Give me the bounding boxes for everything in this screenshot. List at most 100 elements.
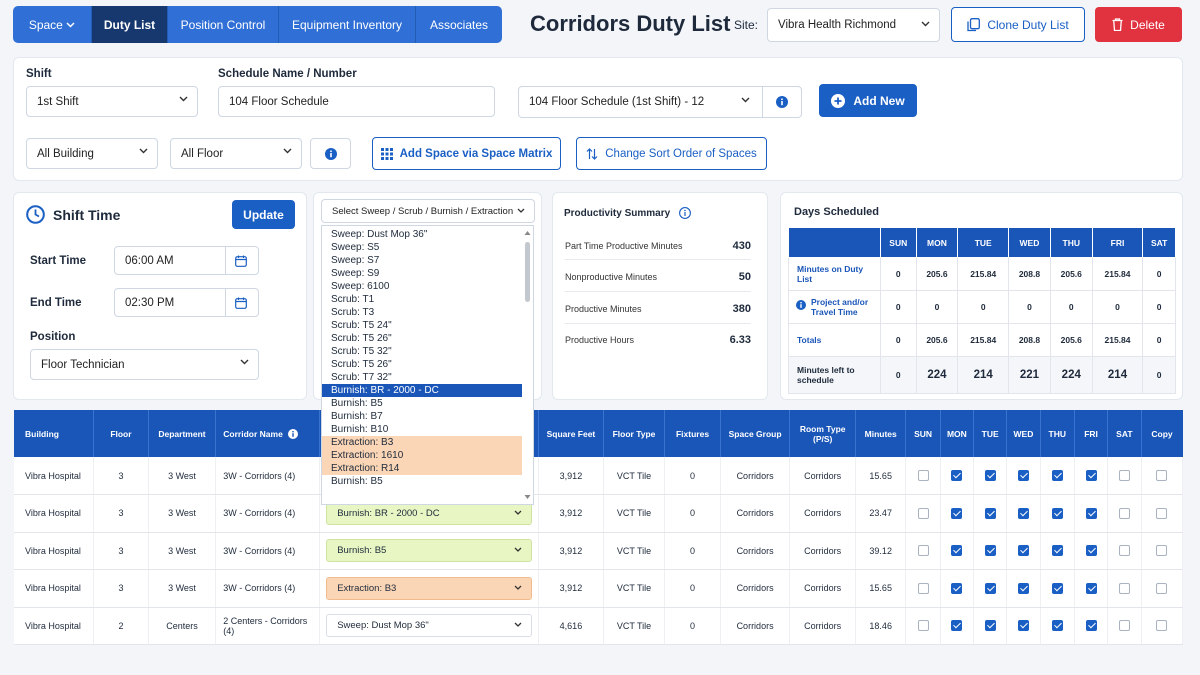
- dropdown-option[interactable]: Burnish: B10: [331, 424, 389, 435]
- dropdown-option[interactable]: Scrub: T7 32": [331, 372, 392, 383]
- copy-checkbox[interactable]: [1156, 470, 1168, 482]
- dropdown-option[interactable]: Scrub: T1: [331, 294, 375, 305]
- sat-checkbox[interactable]: [1118, 470, 1130, 482]
- floor-select[interactable]: All Floor: [170, 138, 302, 169]
- sat-checkbox[interactable]: [1118, 507, 1130, 519]
- copy-checkbox[interactable]: [1156, 545, 1168, 557]
- mon-checkbox[interactable]: [951, 507, 963, 519]
- tue-checkbox[interactable]: [984, 620, 996, 632]
- dropdown-option[interactable]: Sweep: S5: [331, 242, 380, 253]
- update-button[interactable]: Update: [232, 200, 295, 229]
- nav-space[interactable]: Space: [13, 6, 92, 43]
- nav-associates[interactable]: Associates: [429, 17, 489, 32]
- sun-checkbox[interactable]: [917, 507, 929, 519]
- schedule-select[interactable]: 104 Floor Schedule (1st Shift) - 12: [518, 86, 802, 118]
- wed-checkbox[interactable]: [1017, 620, 1029, 632]
- dropdown-option[interactable]: Scrub: T5 26": [331, 333, 392, 344]
- dropdown-option[interactable]: Burnish: B7: [331, 411, 383, 422]
- nav-equipment-inventory[interactable]: Equipment Inventory: [279, 6, 416, 43]
- mon-checkbox[interactable]: [951, 620, 963, 632]
- task-dropdown-list[interactable]: Sweep: Dust Mop 36" Sweep: S5 Sweep: S7 Swe…: [321, 225, 534, 505]
- nav-duty-list[interactable]: Duty List: [92, 6, 168, 43]
- copy-checkbox[interactable]: [1156, 582, 1168, 594]
- task-select[interactable]: Extraction: B3: [326, 576, 533, 600]
- nav-position-control[interactable]: Position Control: [168, 6, 279, 43]
- start-time-input[interactable]: 06:00 AM: [114, 246, 259, 275]
- mon-checkbox[interactable]: [951, 545, 963, 557]
- dropdown-option[interactable]: Burnish: B5: [331, 476, 383, 487]
- end-time-input[interactable]: 02:30 PM: [114, 288, 259, 317]
- copy-checkbox[interactable]: [1156, 507, 1168, 519]
- wed-checkbox[interactable]: [1017, 507, 1029, 519]
- wed-checkbox[interactable]: [1017, 545, 1029, 557]
- thu-checkbox[interactable]: [1051, 582, 1063, 594]
- fri-checkbox[interactable]: [1085, 620, 1097, 632]
- info-icon[interactable]: [796, 300, 806, 310]
- cell-room-type: Corridors: [789, 607, 856, 645]
- dropdown-option[interactable]: Burnish: BR - 2000 - DC: [322, 384, 522, 397]
- fri-checkbox[interactable]: [1085, 507, 1097, 519]
- tue-checkbox[interactable]: [984, 470, 996, 482]
- task-value: Burnish: BR - 2000 - DC: [337, 507, 440, 519]
- clone-duty-list-button[interactable]: Clone Duty List: [951, 7, 1085, 42]
- thu-checkbox[interactable]: [1051, 470, 1063, 482]
- dropdown-option[interactable]: Extraction: B3: [322, 436, 522, 449]
- calendar-icon[interactable]: [235, 255, 247, 267]
- filter-info-button[interactable]: [310, 138, 351, 169]
- thu-checkbox[interactable]: [1051, 620, 1063, 632]
- delete-button[interactable]: Delete: [1095, 7, 1182, 42]
- mon-checkbox[interactable]: [951, 582, 963, 594]
- dropdown-option[interactable]: Sweep: 6100: [331, 281, 390, 292]
- dropdown-option[interactable]: Burnish: B5: [331, 398, 383, 409]
- sun-checkbox[interactable]: [917, 470, 929, 482]
- table-body: Vibra Hospital 3 3 West 3W - Corridors (4) 3…: [14, 457, 1183, 645]
- site-select[interactable]: Vibra Health Richmond: [767, 8, 940, 42]
- change-sort-order-button[interactable]: Change Sort Order of Spaces: [576, 137, 767, 170]
- fri-checkbox[interactable]: [1085, 582, 1097, 594]
- mon-checkbox[interactable]: [951, 470, 963, 482]
- thu-checkbox[interactable]: [1051, 507, 1063, 519]
- position-select[interactable]: Floor Technician: [30, 349, 259, 380]
- dropdown-option[interactable]: Extraction: R14: [322, 462, 522, 475]
- task-select[interactable]: Select Sweep / Scrub / Burnish / Extract…: [321, 199, 535, 223]
- sat-checkbox[interactable]: [1118, 545, 1130, 557]
- schedule-name-input[interactable]: 104 Floor Schedule: [218, 86, 495, 117]
- add-space-matrix-button[interactable]: Add Space via Space Matrix: [372, 137, 561, 170]
- building-select[interactable]: All Building: [26, 138, 158, 169]
- info-icon[interactable]: [679, 207, 691, 219]
- info-icon[interactable]: [776, 96, 788, 108]
- shift-select[interactable]: 1st Shift: [26, 86, 198, 117]
- info-icon[interactable]: [288, 428, 299, 439]
- tue-checkbox[interactable]: [984, 545, 996, 557]
- dropdown-option[interactable]: Sweep: S7: [331, 255, 380, 266]
- dropdown-option[interactable]: Scrub: T5 26": [331, 359, 392, 370]
- tue-checkbox[interactable]: [984, 582, 996, 594]
- add-new-button[interactable]: Add New: [819, 84, 917, 117]
- task-select[interactable]: Sweep: Dust Mop 36": [326, 614, 533, 638]
- fri-checkbox[interactable]: [1085, 470, 1097, 482]
- productivity-panel: Productivity Summary Part Time Productiv…: [552, 192, 768, 400]
- dropdown-option[interactable]: Scrub: T5 24": [331, 320, 392, 331]
- sat-checkbox[interactable]: [1118, 582, 1130, 594]
- wed-checkbox[interactable]: [1017, 470, 1029, 482]
- wed-checkbox[interactable]: [1017, 582, 1029, 594]
- sat-checkbox[interactable]: [1118, 620, 1130, 632]
- dropdown-option[interactable]: Extraction: 1610: [322, 449, 522, 462]
- task-select[interactable]: Burnish: BR - 2000 - DC: [326, 501, 533, 525]
- copy-checkbox[interactable]: [1156, 620, 1168, 632]
- fri-checkbox[interactable]: [1085, 545, 1097, 557]
- scrollbar[interactable]: [524, 230, 531, 500]
- dropdown-option[interactable]: Scrub: T3: [331, 307, 375, 318]
- scrollbar-thumb[interactable]: [525, 242, 530, 302]
- sun-checkbox[interactable]: [917, 620, 929, 632]
- thu-checkbox[interactable]: [1051, 545, 1063, 557]
- col-header: Space Group: [720, 410, 791, 457]
- dropdown-option[interactable]: Sweep: S9: [331, 268, 380, 279]
- tue-checkbox[interactable]: [984, 507, 996, 519]
- dropdown-option[interactable]: Scrub: T5 32": [331, 346, 392, 357]
- task-select[interactable]: Burnish: B5: [326, 539, 533, 563]
- sun-checkbox[interactable]: [917, 545, 929, 557]
- sun-checkbox[interactable]: [917, 582, 929, 594]
- calendar-icon[interactable]: [235, 297, 247, 309]
- dropdown-option[interactable]: Sweep: Dust Mop 36": [331, 229, 428, 240]
